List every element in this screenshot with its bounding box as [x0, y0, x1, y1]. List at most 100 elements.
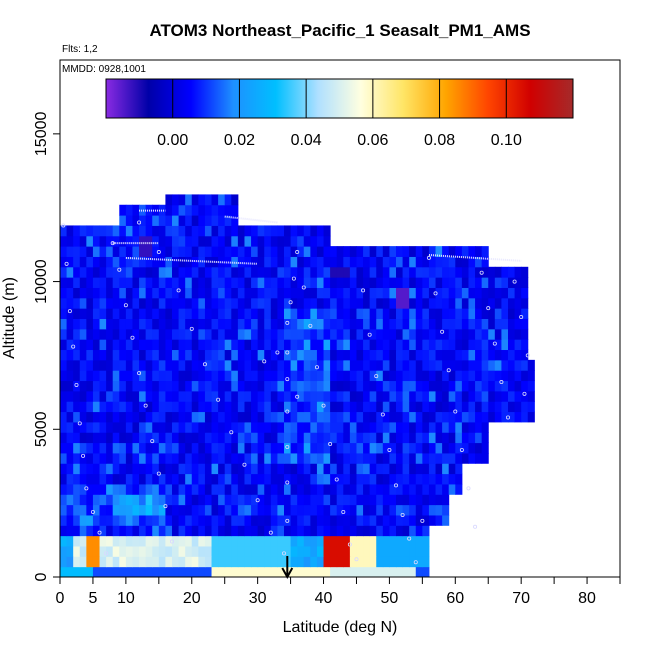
heatmap-cell: [389, 401, 397, 413]
heatmap-cell: [415, 411, 423, 423]
heatmap-cell: [112, 246, 120, 257]
heatmap-cell: [303, 442, 311, 454]
heatmap-cell: [257, 287, 265, 299]
heatmap-cell: [237, 525, 245, 537]
heatmap-cell: [237, 442, 245, 454]
heatmap-cell: [310, 308, 318, 319]
heatmap-cell: [481, 452, 489, 464]
heatmap-cell: [73, 504, 81, 516]
heatmap-cell: [139, 287, 147, 299]
heatmap-cell: [494, 370, 502, 382]
heatmap-cell: [422, 380, 430, 392]
heatmap-cell: [198, 452, 206, 464]
heatmap-cell: [86, 545, 94, 557]
heatmap-cell: [475, 339, 483, 351]
heatmap-cell: [270, 349, 278, 361]
heatmap-cell: [303, 266, 311, 278]
track-point: [453, 409, 458, 414]
heatmap-cell: [290, 556, 298, 568]
heatmap-cell: [349, 277, 357, 288]
heatmap-cell: [415, 463, 423, 475]
heatmap-cell: [92, 277, 101, 288]
heatmap-cell: [310, 514, 318, 526]
heatmap-cell: [461, 287, 469, 299]
colorbar-fill: [105, 78, 574, 119]
chart-title: ATOM3 Northeast_Pacific_1 Seasalt_PM1_AM…: [149, 21, 530, 40]
heatmap-cell: [231, 266, 239, 278]
heatmap-cell: [231, 535, 239, 547]
heatmap-cell: [468, 349, 476, 361]
heatmap-cell: [198, 297, 206, 309]
heatmap-cell: [251, 287, 259, 299]
heatmap-cell: [99, 246, 107, 257]
heatmap-cell: [66, 390, 74, 402]
heatmap-cell: [191, 308, 199, 319]
heatmap-cell: [145, 566, 153, 577]
heatmap-cell: [185, 318, 193, 330]
heatmap-cell: [494, 277, 502, 288]
heatmap-cell: [369, 266, 377, 278]
heatmap-cell: [422, 401, 430, 413]
heatmap-cell: [73, 390, 81, 402]
heatmap-cell: [178, 452, 186, 464]
heatmap-cell: [211, 442, 219, 454]
heatmap-cell: [428, 308, 437, 319]
heatmap-cell: [178, 349, 186, 361]
heatmap-cell: [172, 380, 180, 392]
heatmap-cell: [99, 504, 107, 516]
heatmap-cell: [178, 359, 186, 371]
heatmap-cell: [521, 380, 529, 392]
heatmap-cell: [389, 266, 397, 278]
heatmap-cell: [343, 297, 351, 309]
heatmap-cell: [99, 380, 107, 392]
heatmap-cell: [185, 297, 193, 309]
heatmap-cell: [310, 370, 318, 382]
heatmap-cell: [422, 370, 430, 382]
heatmap-cell: [224, 401, 232, 413]
heatmap-cell: [369, 318, 377, 330]
heatmap-cell: [270, 421, 278, 433]
heatmap-cell: [343, 504, 351, 516]
heatmap-cell: [145, 359, 153, 371]
heatmap-cell: [158, 504, 166, 516]
heatmap-cell: [92, 225, 101, 237]
heatmap-cell: [448, 256, 456, 268]
heatmap-cell: [382, 390, 390, 402]
heatmap-cell: [501, 390, 509, 402]
heatmap-cell: [428, 463, 437, 475]
heatmap-cell: [119, 463, 127, 475]
heatmap-cell: [488, 401, 496, 413]
heatmap-cell: [389, 390, 397, 402]
heatmap-cell: [99, 525, 107, 537]
heatmap-cell: [402, 494, 410, 506]
track-point: [486, 306, 491, 311]
heatmap-cell: [297, 349, 305, 361]
heatmap-cell: [488, 349, 496, 361]
heatmap-cell: [165, 235, 173, 247]
heatmap-cell: [218, 556, 226, 568]
heatmap-cell: [442, 380, 450, 392]
heatmap-cell: [402, 432, 410, 444]
heatmap-cell: [92, 308, 101, 319]
heatmap-cell: [455, 452, 463, 464]
heatmap-cell: [336, 359, 344, 371]
heatmap-cell: [264, 370, 272, 382]
heatmap-cell: [79, 235, 87, 247]
heatmap-cell: [99, 287, 107, 299]
heatmap-cell: [152, 545, 160, 557]
heatmap-cell: [330, 297, 338, 309]
heatmap-cell: [198, 432, 206, 444]
heatmap-cell: [402, 452, 410, 464]
heatmap-cell: [158, 442, 166, 454]
track-point: [499, 380, 504, 385]
heatmap-cell: [284, 473, 292, 485]
heatmap-cell: [396, 463, 404, 475]
heatmap-cell: [284, 318, 292, 330]
heatmap-cell: [356, 328, 364, 340]
heatmap-cell: [264, 452, 272, 464]
heatmap-cell: [448, 411, 456, 423]
heatmap-cell: [396, 287, 404, 299]
heatmap-cell: [251, 473, 259, 485]
heatmap-cell: [172, 525, 180, 537]
heatmap-cell: [191, 421, 199, 433]
